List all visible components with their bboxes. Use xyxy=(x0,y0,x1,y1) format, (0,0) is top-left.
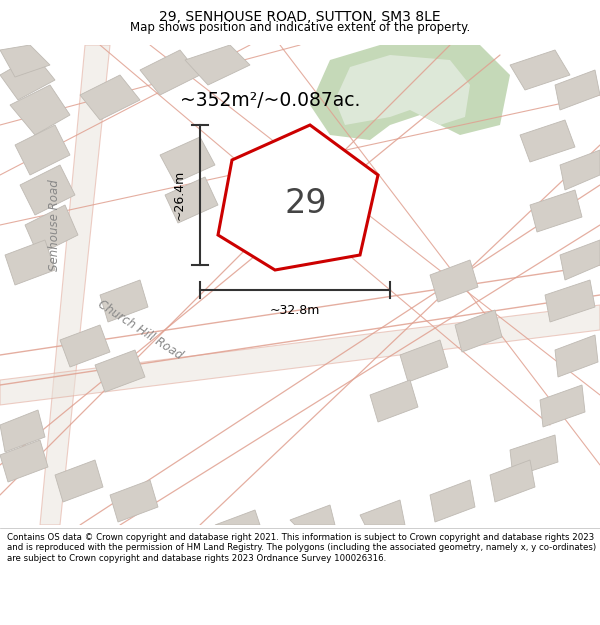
Polygon shape xyxy=(10,85,70,135)
Polygon shape xyxy=(360,500,405,525)
Text: Senhouse Road: Senhouse Road xyxy=(49,179,62,271)
Polygon shape xyxy=(530,190,582,232)
Text: 29, SENHOUSE ROAD, SUTTON, SM3 8LE: 29, SENHOUSE ROAD, SUTTON, SM3 8LE xyxy=(159,10,441,24)
Text: Map shows position and indicative extent of the property.: Map shows position and indicative extent… xyxy=(130,21,470,34)
Polygon shape xyxy=(100,280,148,322)
Polygon shape xyxy=(185,45,250,85)
Polygon shape xyxy=(555,335,598,377)
Polygon shape xyxy=(160,137,215,183)
Polygon shape xyxy=(0,440,48,482)
Polygon shape xyxy=(310,45,510,140)
Polygon shape xyxy=(60,325,110,367)
Polygon shape xyxy=(0,305,600,405)
Polygon shape xyxy=(520,120,575,162)
Polygon shape xyxy=(218,125,378,270)
Polygon shape xyxy=(165,177,218,223)
Polygon shape xyxy=(20,165,75,215)
Polygon shape xyxy=(5,240,55,285)
Polygon shape xyxy=(25,205,78,255)
Text: 29: 29 xyxy=(284,187,327,220)
Polygon shape xyxy=(555,70,600,110)
Polygon shape xyxy=(400,340,448,382)
Polygon shape xyxy=(370,380,418,422)
Polygon shape xyxy=(0,45,50,77)
Polygon shape xyxy=(80,75,140,120)
Polygon shape xyxy=(510,435,558,477)
Polygon shape xyxy=(215,510,260,525)
Text: ~32.8m: ~32.8m xyxy=(270,304,320,317)
Text: ~352m²/~0.087ac.: ~352m²/~0.087ac. xyxy=(180,91,361,110)
Text: Contains OS data © Crown copyright and database right 2021. This information is : Contains OS data © Crown copyright and d… xyxy=(7,533,596,562)
Polygon shape xyxy=(95,350,145,392)
Polygon shape xyxy=(545,280,595,322)
Polygon shape xyxy=(490,460,535,502)
Polygon shape xyxy=(55,460,103,502)
Polygon shape xyxy=(140,50,200,95)
Polygon shape xyxy=(0,55,55,100)
Polygon shape xyxy=(40,45,110,525)
Polygon shape xyxy=(0,410,45,452)
Text: Church Hill Road: Church Hill Road xyxy=(95,298,185,362)
Polygon shape xyxy=(290,505,335,525)
Polygon shape xyxy=(455,310,502,352)
Polygon shape xyxy=(560,240,600,280)
Polygon shape xyxy=(510,50,570,90)
Polygon shape xyxy=(540,385,585,427)
Polygon shape xyxy=(560,150,600,190)
Polygon shape xyxy=(335,55,470,125)
Polygon shape xyxy=(110,480,158,522)
Polygon shape xyxy=(15,125,70,175)
Polygon shape xyxy=(430,260,478,302)
Text: ~26.4m: ~26.4m xyxy=(173,170,186,220)
Polygon shape xyxy=(430,480,475,522)
